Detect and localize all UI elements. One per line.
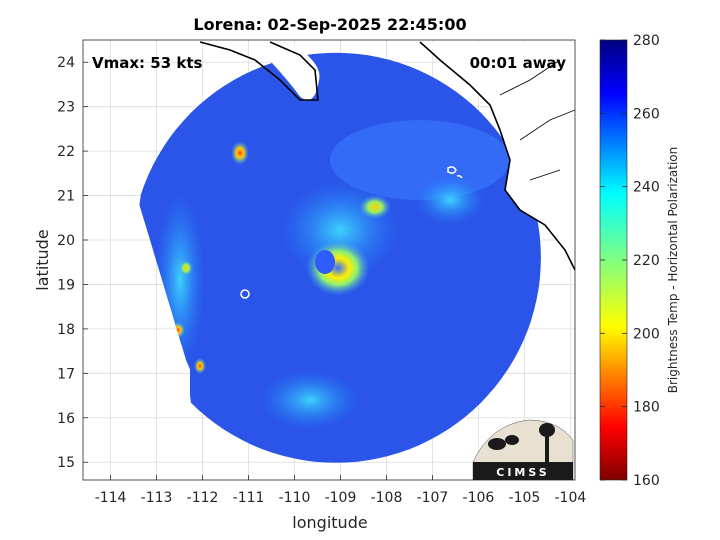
y-tick-label: 16 — [57, 411, 75, 427]
x-tick-label: -113 — [141, 490, 173, 506]
x-tick-label: -104 — [555, 490, 587, 506]
x-axis-label: longitude — [292, 513, 367, 532]
vmax-annotation: Vmax: 53 kts — [92, 54, 202, 72]
logo-text: CIMSS — [496, 466, 549, 479]
colorbar-tick-label: 200 — [633, 326, 660, 342]
colorbar-tick-label: 180 — [633, 400, 660, 416]
colorbar-label: Brightness Temp - Horizontal Polarizatio… — [666, 147, 680, 394]
colorbar-tick-label: 240 — [633, 180, 660, 196]
cold-spot-northwest — [231, 141, 249, 165]
eyewall-ring — [306, 240, 370, 296]
y-tick-label: 18 — [57, 322, 75, 338]
y-tick-label: 17 — [57, 366, 75, 382]
colorbar-tick-label: 220 — [633, 253, 660, 269]
islas-marias — [447, 166, 463, 179]
logo-dish-1 — [488, 438, 506, 450]
y-tick-label: 19 — [57, 277, 75, 293]
y-tick-label: 24 — [57, 55, 75, 71]
plot-frame — [82, 39, 576, 481]
x-tick-label: -105 — [509, 490, 541, 506]
socorro-island — [240, 289, 250, 299]
band-south — [260, 370, 360, 430]
colorbar-tick-label: 280 — [633, 33, 660, 49]
eye — [315, 250, 335, 274]
logo-tower — [545, 430, 549, 462]
x-tick-label: -112 — [187, 490, 219, 506]
baja-peninsula — [252, 41, 320, 100]
x-tick-label: -111 — [233, 490, 265, 506]
logo-tower-tank — [539, 423, 555, 437]
y-tick-label: 22 — [57, 144, 75, 160]
x-tick-label: -114 — [95, 490, 127, 506]
cimss-logo: CIMSS — [472, 419, 574, 481]
band-east — [415, 175, 485, 225]
mexico-mainland — [420, 42, 575, 270]
rainband-west-spot-3 — [179, 260, 193, 276]
colorbar-ticks: 160 180 200 220 240 260 280 — [600, 33, 660, 489]
x-tick-label: -107 — [417, 490, 449, 506]
y-axis-label: latitude — [33, 229, 52, 290]
rainband-west-spot-2 — [194, 358, 206, 374]
y-tick-label: 21 — [57, 189, 75, 205]
time-away-annotation: 00:01 away — [470, 54, 567, 72]
x-tick-label: -108 — [371, 490, 403, 506]
chart-title: Lorena: 02-Sep-2025 22:45:00 — [193, 15, 466, 34]
x-axis-ticks: -114 -113 -112 -111 -110 -109 -108 -107 -106 -105… — [95, 475, 587, 506]
state-borders — [499, 59, 575, 181]
y-tick-label: 23 — [57, 100, 75, 116]
logo-dish-2 — [505, 435, 519, 445]
y-tick-label: 20 — [57, 233, 75, 249]
colorbar-tick-label: 160 — [633, 473, 660, 489]
y-tick-label: 15 — [57, 455, 75, 471]
x-tick-label: -110 — [279, 490, 311, 506]
x-tick-label: -106 — [463, 490, 495, 506]
baja-coastline — [199, 41, 319, 101]
logo-banner — [473, 462, 573, 480]
cold-spot-northeast — [359, 195, 391, 219]
y-axis-ticks: 15 16 17 18 19 20 21 22 23 24 — [57, 55, 88, 471]
mexico-coastline — [419, 41, 575, 271]
x-tick-label: -109 — [325, 490, 357, 506]
colorbar-tick-label: 260 — [633, 106, 660, 122]
